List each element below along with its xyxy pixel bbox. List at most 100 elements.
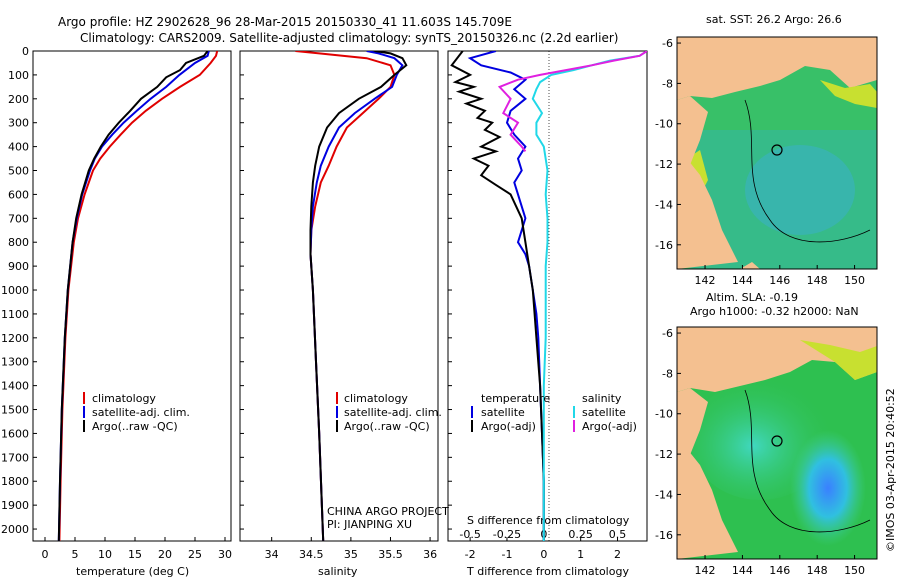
legend-t-satellite: satellite [481, 406, 525, 419]
x-tick-label: -1 [501, 548, 512, 561]
sla-map-ticks: 142 144 146 148 150 -6 -8 -10 -12 -14 -16 [655, 327, 865, 577]
queensland-land [677, 160, 738, 269]
shelf-contour [744, 99, 871, 243]
series-t-argo [450, 51, 545, 541]
argo-marker [771, 435, 783, 447]
x-tick-label: 34 [265, 548, 279, 561]
legend-argo: Argo(..raw -QC) [92, 420, 178, 433]
title-line2: Climatology: CARS2009. Satellite-adjuste… [80, 31, 618, 45]
temperature-axes [32, 50, 232, 542]
project-pi: PI: JIANPING XU [327, 518, 412, 531]
sla-map-title1: Altim. SLA: -0.19 [706, 291, 798, 304]
sla-map [677, 327, 877, 559]
map-y-tick-label: -12 [655, 448, 673, 461]
temperature-x-ticks: 0 5 10 15 20 25 30 [42, 537, 232, 561]
map-x-tick-label: 150 [844, 564, 865, 577]
depth-tick-label: 1300 [1, 356, 29, 369]
x-tick-label: 1 [577, 548, 584, 561]
series-argo [309, 51, 408, 541]
png-land [677, 37, 877, 100]
map-y-tick-label: -8 [662, 367, 673, 380]
s-tick-label: -0.5 [459, 528, 480, 541]
depth-tick-label: 600 [8, 188, 29, 201]
map-y-tick-label: -14 [655, 488, 673, 501]
imos-stamp: ©IMOS 03-Apr-2015 20:40:52 [884, 388, 897, 552]
x-tick-label: 15 [128, 548, 142, 561]
series-argo [57, 51, 209, 541]
x-tick-label: 25 [188, 548, 202, 561]
map-x-tick-label: 150 [844, 274, 865, 287]
title-line1: Argo profile: HZ 2902628_96 28-Mar-2015 … [58, 15, 512, 29]
temperature-lines [57, 51, 219, 541]
map-y-tick-label: -16 [655, 239, 673, 252]
depth-tick-label: 1800 [1, 475, 29, 488]
x-tick-label: 0 [540, 548, 547, 561]
difference-axes [447, 50, 648, 542]
map-x-tick-label: 142 [695, 564, 716, 577]
depth-tick-label: 1900 [1, 499, 29, 512]
s-tick-label: -0.25 [493, 528, 521, 541]
depth-tick-label: 300 [8, 117, 29, 130]
depth-tick-label: 1400 [1, 380, 29, 393]
depth-tick-label: 1200 [1, 332, 29, 345]
legend-climatology: climatology [92, 392, 156, 405]
map-x-tick-label: 142 [695, 274, 716, 287]
series-climatology [58, 51, 219, 541]
salinity-legend: climatology satellite-adj. clim. Argo(..… [336, 392, 442, 433]
depth-tick-label: 1100 [1, 308, 29, 321]
x-tick-label: 35.5 [378, 548, 403, 561]
depth-tick-label: 1000 [1, 284, 29, 297]
map-y-tick-label: -8 [662, 77, 673, 90]
x-tick-label: 20 [158, 548, 172, 561]
map-y-tick-label: -6 [662, 37, 673, 50]
series-t-satellite [467, 51, 545, 541]
legend-satellite: satellite-adj. clim. [344, 406, 442, 419]
s-difference-xlabel: S difference from climatology [467, 514, 630, 527]
depth-tick-label: 900 [8, 260, 29, 273]
legend-argo: Argo(..raw -QC) [344, 420, 430, 433]
t-difference-xlabel: T difference from climatology [466, 565, 629, 578]
map-y-tick-label: -16 [655, 529, 673, 542]
temperature-xlabel: temperature (deg C) [76, 565, 189, 578]
depth-ticks: 0 100 200 300 400 500 600 700 800 900 1000 1100 1200… [1, 45, 452, 536]
x-tick-label: -2 [465, 548, 476, 561]
depth-tick-label: 1600 [1, 427, 29, 440]
series-satellite [57, 51, 210, 541]
depth-tick-label: 700 [8, 212, 29, 225]
cape-york-land [677, 96, 708, 170]
project-name: CHINA ARGO PROJECT [327, 505, 449, 518]
s-tick-label: 0.25 [568, 528, 593, 541]
series-s-satellite [531, 51, 647, 541]
argo-marker [771, 144, 783, 156]
legend-s-argo: Argo(-adj) [582, 420, 637, 433]
salinity-x-ticks: 34 34.5 35 35.5 36 [265, 537, 437, 561]
difference-x-ticks: -2 -1 0 1 2 [465, 537, 621, 561]
x-tick-label: 2 [614, 548, 621, 561]
difference-legend: temperature salinity satellite Argo(-adj… [471, 392, 637, 433]
sla-map-frame [676, 326, 878, 560]
sst-map-title: sat. SST: 26.2 Argo: 26.6 [706, 13, 842, 26]
x-tick-label: 30 [218, 548, 232, 561]
legend-temperature-title: temperature [481, 392, 550, 405]
depth-tick-label: 500 [8, 165, 29, 178]
map-y-tick-label: -12 [655, 158, 673, 171]
depth-tick-label: 800 [8, 236, 29, 249]
legend-salinity-title: salinity [582, 392, 622, 405]
x-tick-label: 0 [42, 548, 49, 561]
depth-tick-label: 1500 [1, 404, 29, 417]
legend-climatology: climatology [344, 392, 408, 405]
salinity-axes [239, 50, 439, 542]
s-tick-label: 0.5 [609, 528, 627, 541]
depth-tick-label: 200 [8, 93, 29, 106]
x-tick-label: 5 [72, 548, 79, 561]
depth-tick-label: 400 [8, 141, 29, 154]
map-y-tick-label: -10 [655, 118, 673, 131]
temperature-legend: climatology satellite-adj. clim. Argo(..… [83, 392, 190, 433]
map-x-tick-label: 146 [769, 564, 790, 577]
map-x-tick-label: 148 [807, 564, 828, 577]
map-x-tick-label: 146 [769, 274, 790, 287]
map-y-tick-label: -14 [655, 198, 673, 211]
x-tick-label: 36 [423, 548, 437, 561]
sst-map [677, 37, 877, 269]
series-s-argo [497, 51, 647, 153]
